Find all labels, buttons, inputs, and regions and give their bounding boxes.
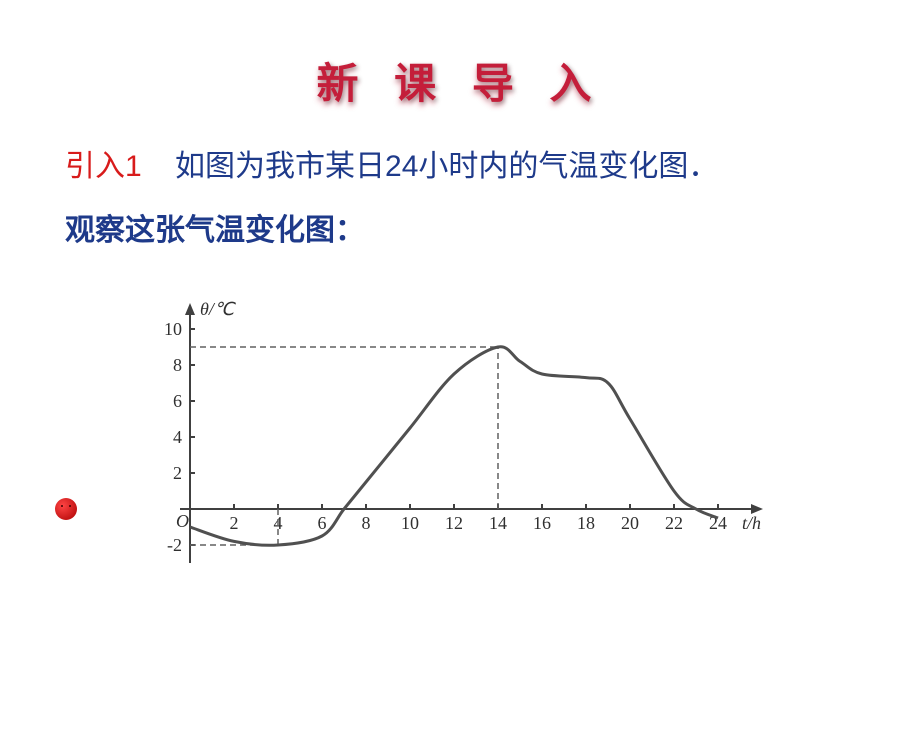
- svg-text:8: 8: [173, 355, 182, 375]
- svg-text:6: 6: [318, 513, 327, 533]
- svg-text:2: 2: [230, 513, 239, 533]
- svg-text:O: O: [176, 511, 189, 531]
- svg-text:6: 6: [173, 391, 182, 411]
- svg-text:16: 16: [533, 513, 551, 533]
- svg-text:20: 20: [621, 513, 639, 533]
- svg-text:-2: -2: [167, 535, 182, 555]
- chart-svg: -224681024681012141618202224Oθ/℃t/h: [130, 279, 780, 579]
- intro-line-2: 观察这张气温变化图：: [65, 205, 920, 249]
- svg-text:14: 14: [489, 513, 507, 533]
- intro-line-1: 引入1 如图为我市某日24小时内的气温变化图．: [65, 141, 920, 185]
- svg-text:10: 10: [401, 513, 419, 533]
- intro-label: 引入1: [65, 150, 142, 183]
- slide-title: 新 课 导 入: [0, 50, 920, 111]
- svg-text:22: 22: [665, 513, 683, 533]
- svg-text:12: 12: [445, 513, 463, 533]
- svg-text:2: 2: [173, 463, 182, 483]
- intro-text: 如图为我市某日24小时内的气温变化图．: [175, 150, 718, 183]
- temperature-chart: -224681024681012141618202224Oθ/℃t/h: [130, 279, 780, 579]
- svg-text:18: 18: [577, 513, 595, 533]
- svg-text:θ/℃: θ/℃: [200, 299, 236, 319]
- svg-text:4: 4: [173, 427, 182, 447]
- spacer: [150, 150, 167, 183]
- svg-text:t/h: t/h: [742, 513, 761, 533]
- svg-text:8: 8: [362, 513, 371, 533]
- red-marker-dot: [55, 498, 77, 520]
- svg-text:10: 10: [164, 319, 182, 339]
